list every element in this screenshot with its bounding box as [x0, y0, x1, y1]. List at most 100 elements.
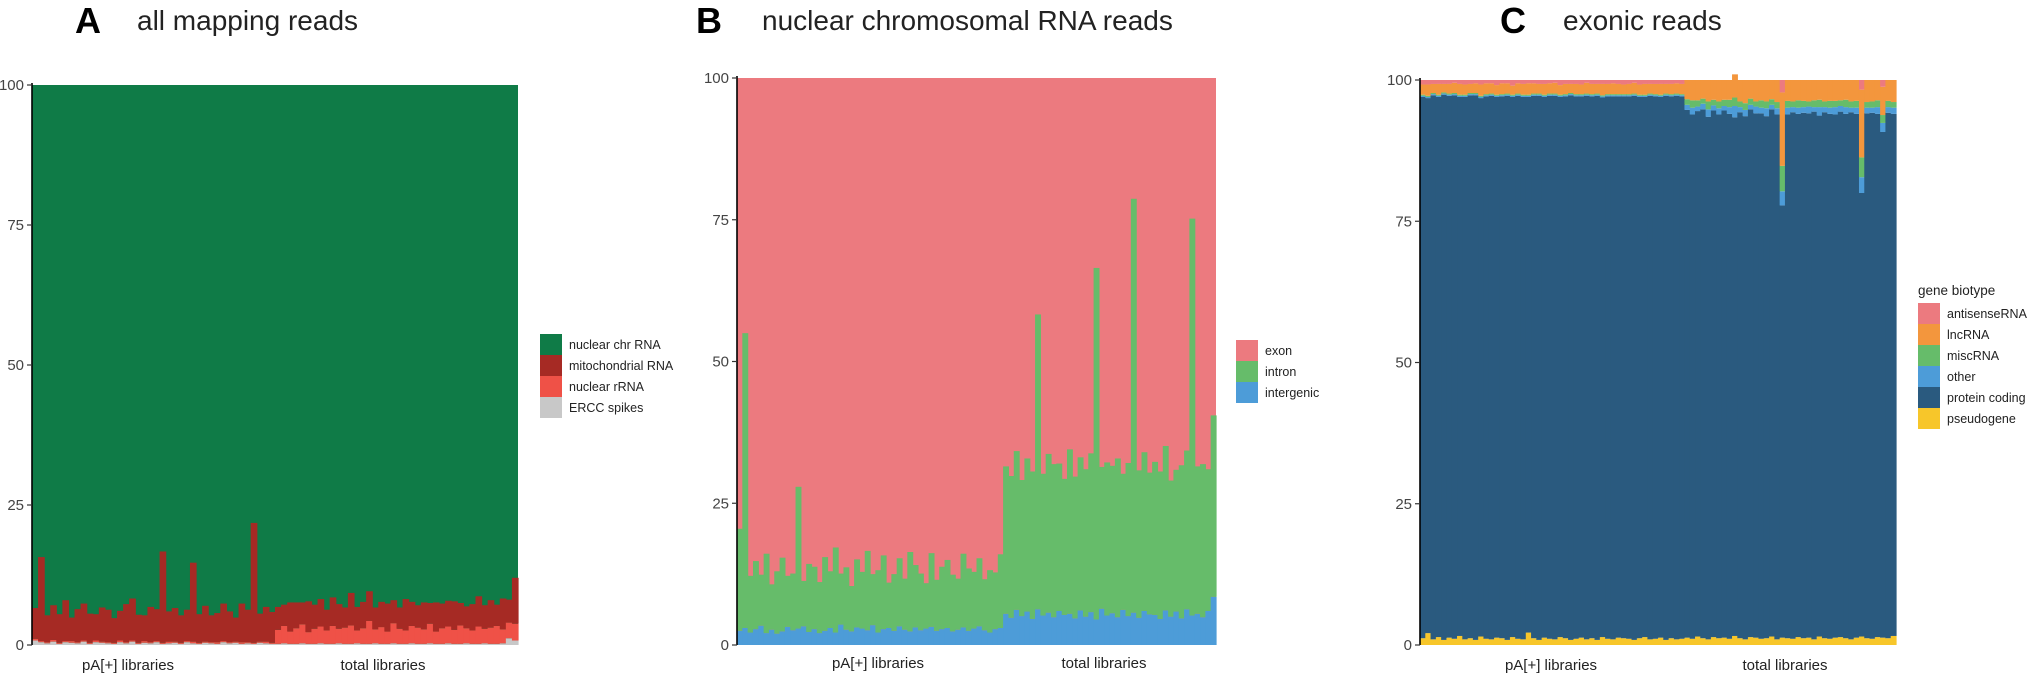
bar-segment-nuclear-rrna	[38, 641, 45, 643]
bar-segment-ercc-spikes	[183, 642, 191, 645]
bar-segment-intron	[827, 571, 834, 628]
bar-segment-intron	[1141, 452, 1148, 611]
y-tick-label: 50	[1395, 355, 1412, 372]
bar-segment-protein-coding	[1647, 95, 1654, 640]
bar-segment-intergenic	[1061, 614, 1068, 645]
bar-segment-mitochondrial-rna	[287, 602, 294, 632]
bar-segment-ercc-spikes	[402, 643, 410, 645]
bar-segment-antisenserna	[1541, 80, 1548, 84]
bar-segment-other	[1583, 94, 1590, 96]
bar-segment-ercc-spikes	[177, 643, 185, 645]
bar-segment-pseudogene	[1525, 632, 1532, 645]
bar-segment-lncrna	[1853, 80, 1860, 101]
bar-segment-protein-coding	[1467, 95, 1474, 639]
bar-segment-protein-coding	[1874, 113, 1881, 638]
legend-label-pseudogene: pseudogene	[1947, 412, 2016, 426]
bar-segment-lncrna	[1578, 84, 1585, 95]
bar-segment-pseudogene	[1832, 637, 1839, 645]
bar-segment-lncrna	[1695, 80, 1701, 101]
bar-segment-other	[1451, 94, 1458, 96]
bar-segment-pseudogene	[1679, 638, 1686, 645]
bar-segment-intron	[912, 565, 919, 628]
panel-b-letter: B	[696, 0, 722, 41]
bar-segment-protein-coding	[1663, 95, 1670, 640]
bar-segment-pseudogene	[1578, 637, 1585, 645]
bar-segment-intergenic	[827, 627, 834, 645]
bar-segment-antisenserna	[1589, 80, 1596, 84]
panel-a-legend: nuclear chr RNA mitochondrial RNA nuclear …	[540, 334, 674, 418]
bar-segment-intergenic	[1184, 609, 1190, 645]
bar-segment-protein-coding	[1515, 95, 1522, 639]
bar-segment-miscrna	[1827, 100, 1834, 108]
bar-segment-nuclear-rrna	[189, 641, 197, 644]
bar-segment-miscrna	[1890, 102, 1897, 108]
bar-segment-mitochondrial-rna	[493, 604, 501, 626]
bar-segment-protein-coding	[1509, 96, 1516, 638]
bar-segment-mitochondrial-rna	[372, 607, 379, 630]
bar-segment-pseudogene	[1610, 639, 1617, 645]
legend-label-mitochondrial-rna: mitochondrial RNA	[569, 359, 674, 373]
bar-segment-lncrna	[1515, 83, 1522, 94]
bar-segment-protein-coding	[1446, 95, 1453, 638]
bar-segment-miscrna	[1705, 101, 1712, 110]
bar-segment-ercc-spikes	[426, 643, 434, 645]
bar-segment-mitochondrial-rna	[250, 522, 258, 643]
bar-segment-mitochondrial-rna	[183, 609, 191, 642]
bar-segment-intergenic	[800, 626, 807, 645]
bar-segment-ercc-spikes	[56, 643, 63, 645]
bar-segment-miscrna	[1853, 100, 1860, 108]
bar-segment-antisenserna	[1552, 80, 1559, 83]
bar-segment-protein-coding	[1837, 111, 1844, 638]
bar-segment-intergenic	[965, 630, 972, 645]
bar-segment-ercc-spikes	[305, 643, 313, 645]
bar-segment-protein-coding	[1457, 96, 1463, 636]
bar-segment-ercc-spikes	[475, 643, 483, 645]
bar-segment-intron	[832, 547, 839, 633]
bar-segment-mitochondrial-rna	[402, 599, 410, 631]
bar-segment-other	[1557, 95, 1564, 97]
bar-segment-lncrna	[1636, 84, 1643, 95]
legend-label-miscrna: miscRNA	[1947, 349, 2000, 363]
bar-segment-other	[1462, 95, 1469, 97]
bar-segment-pseudogene	[1769, 636, 1775, 645]
bar-segment-intergenic	[1189, 615, 1196, 645]
bar-segment-miscrna	[1599, 95, 1606, 97]
bar-segment-intron	[933, 579, 940, 631]
bar-segment-lncrna	[1647, 83, 1654, 94]
bar-segment-ercc-spikes	[366, 643, 373, 645]
bar-segment-miscrna	[1642, 94, 1649, 96]
bar-segment-protein-coding	[1853, 113, 1860, 638]
bar-segment-mitochondrial-rna	[38, 557, 45, 642]
bar-segment-intergenic	[907, 631, 914, 645]
bar-segment-lncrna	[1716, 80, 1723, 102]
bar-segment-antisenserna	[1478, 80, 1485, 85]
bar-segment-protein-coding	[1800, 112, 1807, 639]
bar-segment-pseudogene	[1732, 635, 1738, 645]
bar-segment-miscrna	[1742, 103, 1749, 110]
y-tick-label: 25	[712, 495, 729, 512]
bar-segment-protein-coding	[1520, 96, 1527, 640]
bar-segment-intergenic	[1082, 616, 1089, 645]
bar-segment-intron	[1045, 453, 1052, 613]
bar-segment-ercc-spikes	[244, 643, 252, 645]
bar-segment-pseudogene	[1626, 638, 1633, 645]
bar-segment-nuclear-rrna	[165, 641, 173, 644]
bar-segment-intron	[763, 553, 770, 634]
bar-segment-protein-coding	[1726, 113, 1733, 639]
bar-segment-mitochondrial-rna	[487, 600, 495, 628]
bar-segment-antisenserna	[1504, 80, 1511, 84]
bar-segment-lncrna	[1700, 80, 1707, 99]
bar-segment-protein-coding	[1462, 96, 1469, 640]
bar-segment-nuclear-rrna	[98, 641, 106, 643]
bar-segment-antisenserna	[1594, 80, 1601, 84]
legend-swatch-exon	[1236, 340, 1258, 361]
bar-segment-ercc-spikes	[189, 643, 197, 645]
bar-segment-ercc-spikes	[420, 643, 428, 645]
bar-segment-nuclear-rrna	[511, 623, 519, 641]
bar-segment-intergenic	[752, 629, 759, 645]
bar-segment-ercc-spikes	[432, 643, 440, 645]
bar-segment-pseudogene	[1615, 637, 1622, 645]
bar-segment-lncrna	[1472, 83, 1479, 93]
bar-segment-protein-coding	[1435, 96, 1442, 638]
bar-segment-lncrna	[1568, 83, 1574, 93]
